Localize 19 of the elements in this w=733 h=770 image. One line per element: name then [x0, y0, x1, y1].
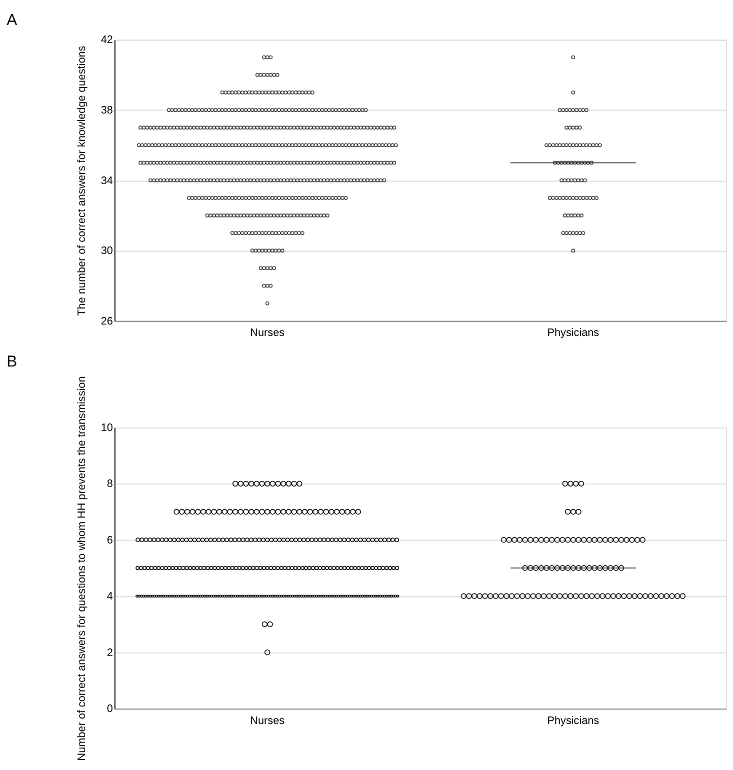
- y-tick-label: 30: [100, 245, 113, 258]
- chart-title: B: [6, 354, 18, 371]
- y-tick-label: 8: [106, 478, 113, 490]
- x-tick-label: Physicians: [547, 327, 600, 340]
- y-tick-label: 26: [100, 315, 113, 328]
- y-tick-label: 0: [106, 703, 113, 716]
- y-tick-label: 42: [100, 34, 113, 46]
- y-tick-label: 10: [100, 422, 113, 434]
- chart-title: A: [6, 12, 18, 29]
- y-tick-label: 38: [100, 104, 113, 116]
- y-tick-label: 34: [100, 174, 113, 187]
- y-tick-label: 2: [106, 646, 113, 659]
- y-tick-label: 4: [106, 590, 113, 603]
- x-tick-label: Nurses: [250, 327, 286, 340]
- x-tick-label: Nurses: [250, 714, 286, 727]
- x-tick-label: Physicians: [547, 714, 600, 727]
- y-axis-title: Number of correct answers for questions to whom HH prevents the transmission: [76, 376, 88, 761]
- y-tick-label: 6: [106, 534, 113, 546]
- y-axis-title: The number of correct answers for knowledge questions: [76, 45, 88, 316]
